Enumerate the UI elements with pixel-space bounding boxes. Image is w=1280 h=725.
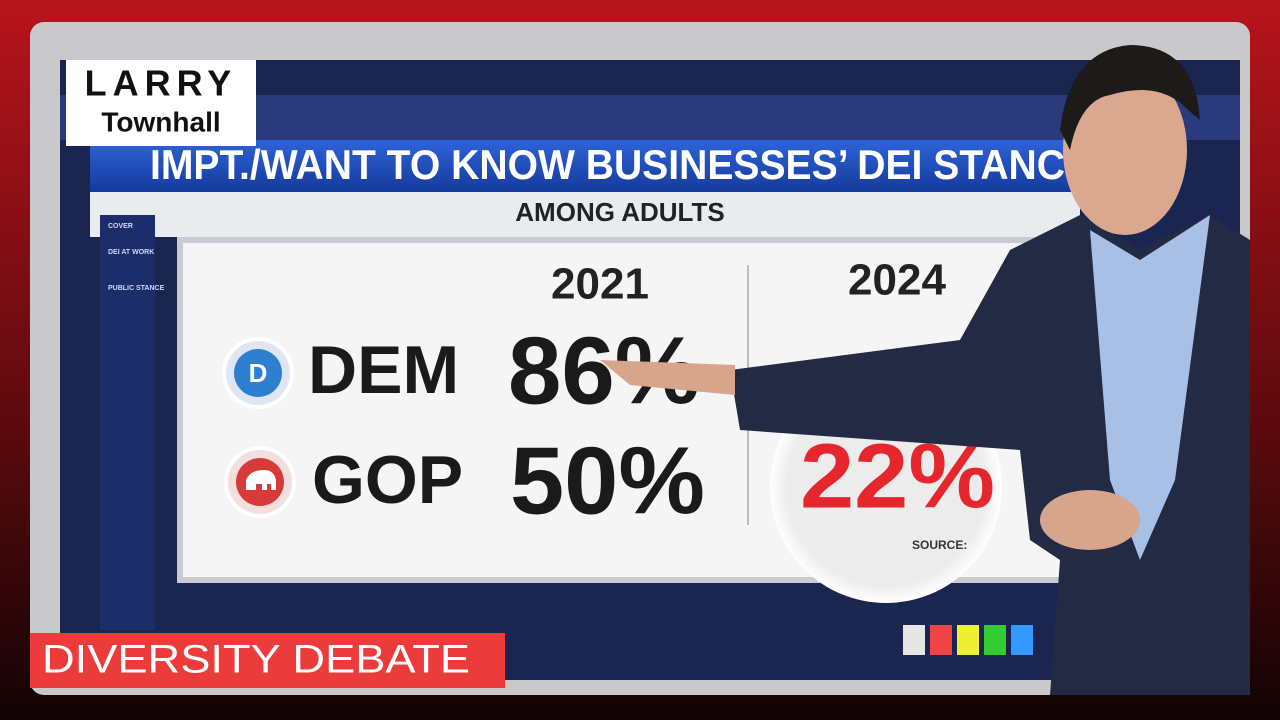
presenter xyxy=(600,45,1250,695)
subtitle-bar xyxy=(90,192,1080,237)
value-cell: 50% xyxy=(510,427,705,534)
nav-item: PUBLIC STANCE xyxy=(108,285,165,292)
color-swatches xyxy=(903,625,1033,655)
banner-text: DIVERSITY DEBATE xyxy=(42,638,470,682)
dem-logo-letter: D xyxy=(249,358,268,388)
source-note: SOURCE: xyxy=(912,538,967,552)
title-bar xyxy=(90,140,1080,192)
screen-subtitle: AMONG ADULTS xyxy=(515,197,724,227)
row-label: GOP xyxy=(312,442,463,518)
screen-title: IMPT./WANT TO KNOW BUSINESSES’ DEI STANC xyxy=(150,141,1065,188)
logo-top: LARRY xyxy=(85,63,238,104)
screen-band xyxy=(60,95,1240,140)
logo-box xyxy=(66,60,256,146)
nav-item: COVER xyxy=(108,223,133,230)
column-header: 2024 xyxy=(848,256,946,305)
row-label: DEM xyxy=(308,332,459,408)
nav-item: DEI AT WORK xyxy=(108,249,154,256)
logo-bottom: Townhall xyxy=(101,106,220,137)
gop-elephant xyxy=(246,470,276,490)
banner xyxy=(30,633,505,688)
side-nav xyxy=(100,215,155,630)
column-header: 2021 xyxy=(551,260,649,309)
dem-logo xyxy=(234,349,282,397)
